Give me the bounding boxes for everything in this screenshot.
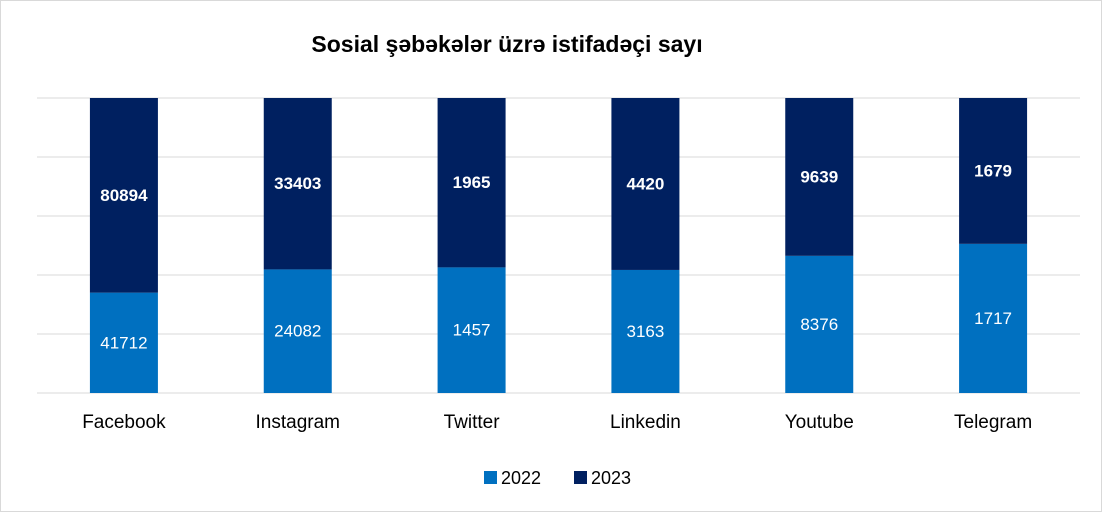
legend-swatch: [484, 471, 497, 484]
data-label: 1965: [453, 173, 491, 192]
data-label: 3163: [627, 322, 665, 341]
data-label: 1457: [453, 321, 491, 340]
legend-label: 2022: [501, 468, 541, 488]
data-label: 1679: [974, 161, 1012, 180]
x-tick-label: Facebook: [82, 412, 166, 433]
bar-segment: [263, 98, 332, 270]
data-label: 9639: [800, 167, 838, 186]
bar-segment: [437, 98, 506, 268]
data-label: 4420: [627, 174, 665, 193]
bar-segment: [89, 98, 158, 293]
bar-segment: [437, 267, 506, 393]
bar-segment: [89, 292, 158, 393]
legend-swatch: [574, 471, 587, 484]
x-tick-label: Linkedin: [610, 412, 681, 433]
data-label: 41712: [100, 333, 147, 352]
x-tick-label: Telegram: [954, 412, 1032, 433]
bar-segment: [263, 269, 332, 393]
data-label: 80894: [100, 186, 148, 205]
bar-segment: [785, 98, 854, 256]
data-label: 24082: [274, 322, 321, 341]
legend-label: 2023: [591, 468, 631, 488]
bar-segment: [959, 98, 1028, 244]
bar-segment: [959, 243, 1028, 393]
x-tick-label: Twitter: [444, 412, 501, 433]
data-label: 8376: [800, 315, 838, 334]
bar-segment: [785, 255, 854, 393]
data-label: 33403: [274, 174, 321, 193]
x-tick-label: Instagram: [256, 412, 340, 433]
x-tick-label: Youtube: [785, 412, 854, 433]
bar-segment: [611, 269, 680, 393]
bar-segment: [611, 98, 680, 270]
chart-title: Sosial şəbəkələr üzrə istifadəçi sayı: [311, 31, 702, 57]
data-label: 1717: [974, 309, 1012, 328]
